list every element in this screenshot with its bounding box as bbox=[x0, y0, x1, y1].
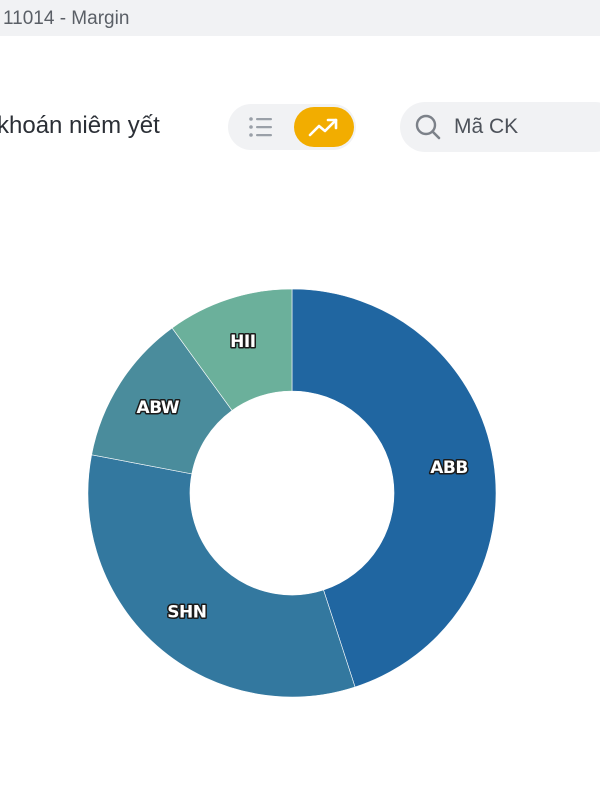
section-title: khoán niêm yết bbox=[0, 112, 160, 139]
search-icon bbox=[415, 114, 441, 140]
slice-label-abb: ABB bbox=[430, 458, 468, 478]
search-box bbox=[400, 102, 600, 152]
slice-hii[interactable] bbox=[171, 288, 293, 411]
search-input[interactable] bbox=[454, 111, 600, 143]
slice-label-hii: HII bbox=[230, 332, 255, 352]
list-icon bbox=[249, 117, 272, 137]
account-title: 11014 - Margin bbox=[3, 8, 130, 29]
top-bar: 11014 - Margin bbox=[0, 0, 600, 36]
slice-label-shn: SHN bbox=[167, 602, 206, 622]
trending-up-icon bbox=[308, 118, 338, 137]
slice-abb[interactable] bbox=[291, 288, 497, 688]
view-toggle bbox=[228, 104, 356, 150]
list-view-button[interactable] bbox=[231, 107, 291, 147]
slice-label-abw: ABW bbox=[137, 398, 180, 418]
slice-shn[interactable] bbox=[87, 454, 356, 698]
chart-view-button[interactable] bbox=[294, 107, 354, 147]
